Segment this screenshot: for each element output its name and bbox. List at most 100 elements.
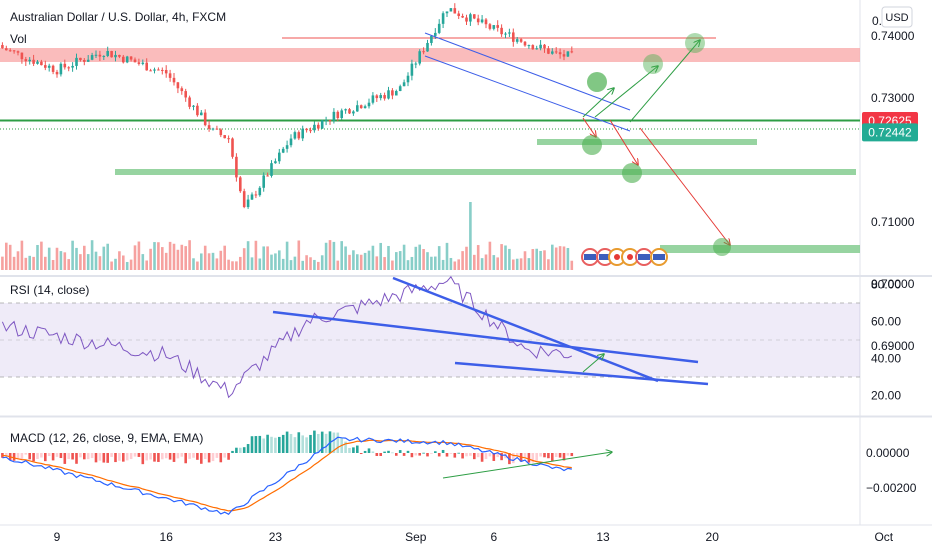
target-circle[interactable] <box>643 54 663 74</box>
candle-body[interactable] <box>426 42 429 52</box>
candle-body[interactable] <box>375 95 379 99</box>
candle-body[interactable] <box>332 111 336 121</box>
candle-body[interactable] <box>106 51 109 56</box>
candle-body[interactable] <box>90 55 94 60</box>
candle-body[interactable] <box>235 156 238 178</box>
projection-arrow[interactable] <box>582 88 614 118</box>
candle-body[interactable] <box>543 44 546 49</box>
candle-body[interactable] <box>317 124 320 129</box>
candle-body[interactable] <box>129 56 133 60</box>
macd-line[interactable] <box>2 436 572 516</box>
candle-body[interactable] <box>258 187 262 196</box>
candle-body[interactable] <box>570 51 574 53</box>
candle-body[interactable] <box>430 35 433 43</box>
candle-body[interactable] <box>16 51 20 53</box>
candle-body[interactable] <box>157 69 160 71</box>
candle-body[interactable] <box>137 62 141 64</box>
candle-body[interactable] <box>231 138 234 157</box>
currency-button-frame[interactable] <box>881 6 913 28</box>
candle-body[interactable] <box>47 65 51 68</box>
candle-body[interactable] <box>457 13 460 16</box>
candle-body[interactable] <box>301 128 304 139</box>
candle-body[interactable] <box>515 39 519 42</box>
candle-body[interactable] <box>519 39 523 42</box>
candle-body[interactable] <box>5 48 8 51</box>
candle-body[interactable] <box>133 59 137 63</box>
candle-body[interactable] <box>484 19 488 25</box>
candle-body[interactable] <box>340 110 343 119</box>
candle-body[interactable] <box>180 88 184 92</box>
candle-body[interactable] <box>149 70 152 72</box>
candle-body[interactable] <box>558 52 562 55</box>
candle-body[interactable] <box>188 97 191 107</box>
candle-body[interactable] <box>289 138 293 146</box>
candle-body[interactable] <box>469 14 472 22</box>
candle-body[interactable] <box>254 194 258 196</box>
candle-body[interactable] <box>196 105 199 116</box>
candle-body[interactable] <box>98 54 102 57</box>
candle-body[interactable] <box>51 65 55 72</box>
candle-body[interactable] <box>184 91 187 98</box>
candle-body[interactable] <box>24 59 28 62</box>
candle-body[interactable] <box>359 105 363 109</box>
candlesticks[interactable] <box>1 3 574 209</box>
rsi-trendline-steep[interactable] <box>392 276 659 383</box>
macd-series[interactable] <box>1 430 574 516</box>
candle-body[interactable] <box>406 75 410 83</box>
candle-body[interactable] <box>239 177 242 192</box>
candle-body[interactable] <box>83 60 86 62</box>
candle-body[interactable] <box>63 63 67 68</box>
candle-body[interactable] <box>309 130 312 132</box>
candle-body[interactable] <box>441 13 445 24</box>
projection-arrow[interactable] <box>629 40 700 123</box>
candle-body[interactable] <box>535 48 538 50</box>
economic-event-icons[interactable] <box>581 248 668 266</box>
candle-body[interactable] <box>527 45 531 47</box>
candle-body[interactable] <box>512 32 515 42</box>
support-zone-1[interactable] <box>537 139 757 145</box>
candle-body[interactable] <box>391 90 394 96</box>
candle-body[interactable] <box>1 45 4 49</box>
candle-body[interactable] <box>356 105 359 112</box>
candle-body[interactable] <box>40 61 43 66</box>
candle-body[interactable] <box>453 8 457 14</box>
candle-body[interactable] <box>28 59 31 62</box>
price-pane[interactable] <box>0 0 860 275</box>
target-circle[interactable] <box>622 163 642 183</box>
resistance-zone[interactable] <box>0 48 860 62</box>
candle-body[interactable] <box>122 56 125 63</box>
candle-body[interactable] <box>250 194 254 200</box>
candle-body[interactable] <box>395 91 398 96</box>
rsi-series[interactable] <box>1 275 572 399</box>
candle-body[interactable] <box>320 120 324 129</box>
candle-body[interactable] <box>281 148 285 153</box>
candle-body[interactable] <box>551 51 554 54</box>
candle-body[interactable] <box>348 109 351 114</box>
candle-body[interactable] <box>215 128 219 130</box>
projection-arrow[interactable] <box>609 119 638 165</box>
candle-body[interactable] <box>200 112 203 116</box>
candle-body[interactable] <box>211 128 215 130</box>
candle-body[interactable] <box>324 120 328 122</box>
target-circle[interactable] <box>685 33 705 53</box>
candle-body[interactable] <box>313 124 316 131</box>
candle-body[interactable] <box>44 65 47 68</box>
candle-body[interactable] <box>55 71 59 75</box>
candle-body[interactable] <box>75 57 78 66</box>
candle-body[interactable] <box>293 132 297 139</box>
candle-body[interactable] <box>473 14 476 19</box>
candle-body[interactable] <box>383 95 386 99</box>
candle-body[interactable] <box>500 27 503 35</box>
candle-body[interactable] <box>465 17 468 22</box>
candle-body[interactable] <box>285 145 289 149</box>
candle-body[interactable] <box>36 61 39 64</box>
candle-body[interactable] <box>79 57 82 61</box>
candle-body[interactable] <box>203 112 207 126</box>
candle-body[interactable] <box>242 191 246 208</box>
candle-body[interactable] <box>410 63 414 76</box>
rsi-trendline-upper[interactable] <box>272 310 699 364</box>
target-circle[interactable] <box>713 238 731 256</box>
candle-body[interactable] <box>336 111 340 119</box>
candle-body[interactable] <box>172 77 176 83</box>
candle-body[interactable] <box>168 73 172 78</box>
